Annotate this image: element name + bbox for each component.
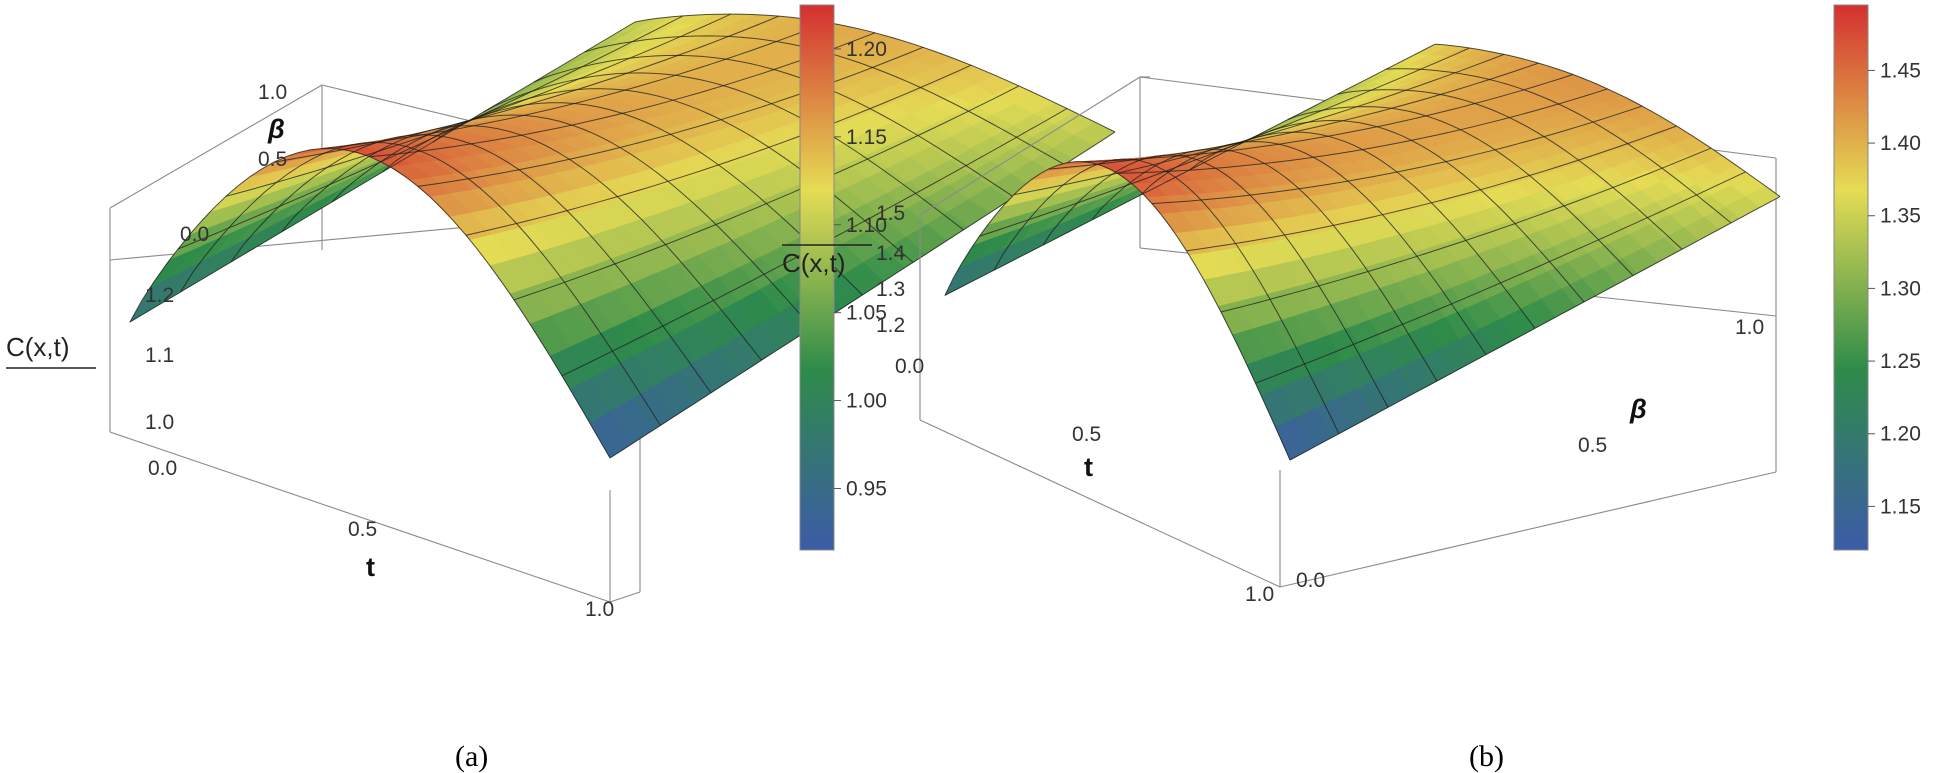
colorbar-tick-label: 1.25 [1880, 350, 1921, 373]
panel-b: 1.5 1.4 1.3 1.2 C(x,t) 0.0 0.5 1.0 t 0.0… [782, 4, 1921, 773]
mesh-line-beta [1287, 106, 1634, 276]
panel-a-t-label: t [366, 552, 375, 582]
colorbar-tick-label: 1.05 [846, 302, 887, 325]
panel-b-colorbar-ticks: 1.15 1.20 1.25 1.30 1.35 1.40 1.45 [1868, 59, 1921, 518]
panel-a-beta-tick-1: 1.0 [258, 81, 287, 104]
panel-b-beta-tick-3: 1.0 [1735, 316, 1764, 339]
panel-b-z-tick-2: 1.3 [876, 278, 905, 301]
colorbar-tick-label: 0.95 [846, 477, 887, 500]
panel-b-z-tick-4: 1.5 [876, 202, 905, 225]
panel-a: 1.0 0.5 0.0 β 1.2 1.1 1.0 C(x,t) 0.0 0.5… [6, 4, 1116, 773]
panel-a-mesh [129, 13, 1116, 459]
panel-a-colorbar-ticks: 0.95 1.00 1.05 1.10 1.15 1.20 [834, 38, 887, 500]
panel-a-z-tick-3: 1.0 [145, 411, 174, 434]
mesh-line-beta [634, 13, 1116, 133]
panel-a-beta-tick-2: 0.5 [258, 148, 287, 171]
panel-b-beta-tick-2: 0.5 [1578, 434, 1607, 457]
mesh-line-t [1220, 147, 1712, 313]
colorbar-tick-label: 1.35 [1880, 205, 1921, 228]
panel-a-t-tick-2: 0.5 [348, 518, 377, 541]
colorbar-tick-label: 1.45 [1880, 59, 1921, 82]
panel-a-t-tick-1: 0.0 [148, 457, 177, 480]
mesh-line-t [417, 46, 924, 187]
panel-a-z-label: C(x,t) [6, 332, 70, 362]
mesh-line-beta [483, 72, 964, 231]
panel-a-z-tick-1: 1.2 [145, 284, 174, 307]
colorbar-tick-label: 1.40 [1880, 132, 1921, 155]
colorbar-tick-label: 1.20 [1880, 423, 1921, 446]
mesh-line-t [465, 64, 972, 236]
panel-a-t-tick-3: 1.0 [585, 598, 614, 621]
mesh-line-t [1255, 171, 1746, 384]
panel-b-z-tick-3: 1.4 [876, 242, 906, 265]
panel-a-z-tick-2: 1.1 [145, 344, 174, 367]
panel-b-t-tick-1: 0.0 [895, 355, 924, 378]
mesh-line-beta [1434, 43, 1781, 198]
mesh-line-t [1151, 105, 1643, 205]
panel-a-beta-tick-3: 0.0 [180, 223, 209, 246]
mesh-line-beta [1336, 89, 1683, 250]
mesh-line-beta [382, 102, 863, 296]
panel-b-z-tick-1: 1.2 [876, 314, 905, 337]
panel-b-mesh [944, 43, 1781, 461]
colorbar-tick-label: 1.10 [846, 214, 887, 237]
panel-b-beta-tick-1: 0.0 [1296, 569, 1325, 592]
mesh-line-beta [533, 54, 1015, 198]
panel-b-t-label: t [1084, 452, 1093, 482]
panel-a-colorbar [799, 4, 835, 551]
colorbar-tick-label: 1.20 [846, 38, 887, 61]
panel-b-t-tick-2: 0.5 [1072, 423, 1101, 446]
panel-b-colorbar [1833, 4, 1869, 551]
panel-b-t-tick-3: 1.0 [1245, 583, 1274, 606]
colorbar-tick-label: 1.00 [846, 390, 887, 413]
mesh-line-t [1289, 196, 1781, 461]
colorbar-tick-label: 1.15 [846, 126, 887, 149]
mesh-line-t [1186, 125, 1677, 252]
mesh-line-beta [1238, 119, 1585, 303]
panel-b-caption: (b) [1469, 740, 1504, 773]
colorbar-tick-label: 1.15 [1880, 495, 1921, 518]
colorbar-tick-label: 1.30 [1880, 277, 1921, 300]
panel-a-beta-label: β [267, 114, 285, 144]
mesh-line-beta [1385, 68, 1732, 224]
mesh-line-t [513, 85, 1020, 301]
panel-b-z-label: C(x,t) [782, 248, 846, 278]
panel-a-caption: (a) [455, 740, 488, 773]
panel-b-beta-label: β [1629, 394, 1647, 424]
